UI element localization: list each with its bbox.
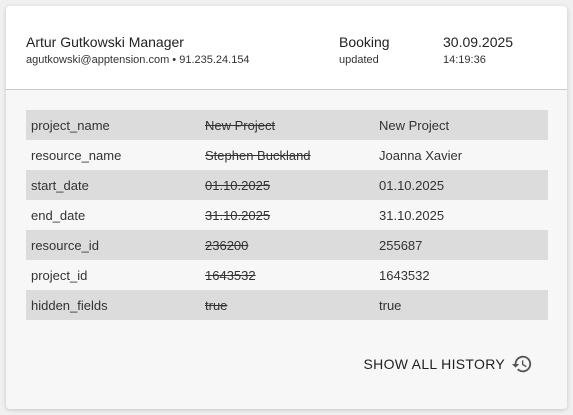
- user-info: Artur Gutkowski Manager agutkowski@appte…: [26, 34, 250, 67]
- field-name: hidden_fields: [26, 290, 200, 320]
- show-all-history-button[interactable]: SHOW ALL HISTORY: [364, 353, 533, 375]
- old-value: 01.10.2025: [200, 170, 374, 200]
- old-value: true: [200, 290, 374, 320]
- show-all-history-label: SHOW ALL HISTORY: [363, 356, 505, 372]
- table-row: project_id 1643532 1643532: [26, 260, 548, 290]
- new-value: true: [374, 290, 548, 320]
- new-value: Joanna Xavier: [379, 147, 463, 163]
- history-card: Artur Gutkowski Manager agutkowski@appte…: [6, 6, 567, 409]
- table-row: start_date 01.10.2025 01.10.2025: [26, 170, 548, 200]
- changes-table: project_name New Project New Project res…: [26, 110, 548, 320]
- field-name: end_date: [31, 207, 86, 223]
- old-value: 1643532: [205, 267, 256, 283]
- new-value: 31.10.2025: [379, 207, 445, 223]
- action-title: Booking: [339, 34, 390, 50]
- history-header: Artur Gutkowski Manager agutkowski@appte…: [6, 6, 567, 90]
- action-subtitle: updated: [339, 54, 379, 66]
- new-value: 01.10.2025: [374, 170, 548, 200]
- table-row: end_date 31.10.2025 31.10.2025: [26, 200, 548, 230]
- change-time: 14:19:36: [443, 54, 486, 66]
- user-meta: agutkowski@apptension.com • 91.235.24.15…: [26, 54, 250, 66]
- new-value: 1643532: [379, 267, 430, 283]
- field-name: project_name: [26, 110, 200, 140]
- old-value: 31.10.2025: [205, 207, 271, 223]
- old-value: 236200: [200, 230, 374, 260]
- field-name: start_date: [26, 170, 200, 200]
- history-body: project_name New Project New Project res…: [6, 90, 567, 409]
- user-name: Artur Gutkowski Manager: [26, 34, 184, 50]
- history-icon: [511, 353, 533, 375]
- old-value: New Project: [200, 110, 374, 140]
- new-value: New Project: [374, 110, 548, 140]
- change-date: 30.09.2025: [443, 34, 514, 50]
- table-row: resource_id 236200 255687: [26, 230, 548, 260]
- field-name: resource_name: [31, 147, 122, 163]
- timestamp: 30.09.2025 14:19:36: [443, 34, 513, 67]
- old-value: Stephen Buckland: [205, 147, 311, 163]
- new-value: 255687: [374, 230, 548, 260]
- table-row: hidden_fields true true: [26, 290, 548, 320]
- action-info: Booking updated: [339, 34, 390, 67]
- table-row: project_name New Project New Project: [26, 110, 548, 140]
- table-row: resource_name Stephen Buckland Joanna Xa…: [26, 140, 548, 170]
- field-name: resource_id: [26, 230, 200, 260]
- field-name: project_id: [31, 267, 88, 283]
